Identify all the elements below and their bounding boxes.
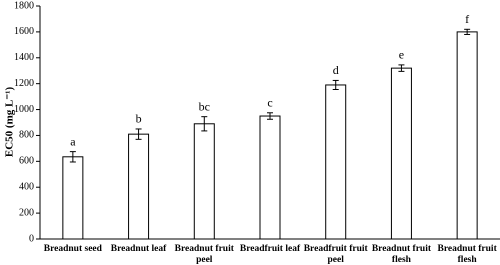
x-tick-label: Breadnut fruit peel [174,244,234,265]
bar [259,115,281,240]
x-tick-label: Breadnut fruit flesh [371,244,432,265]
y-tick-label: 1000 [14,104,34,115]
significance-label: a [70,134,76,148]
y-tick-label: 200 [19,207,34,218]
significance-label: e [399,48,404,62]
bar [456,31,478,240]
bar [325,84,347,240]
significance-label: f [465,12,469,26]
y-axis-label: EC50 (mg L⁻¹) [4,87,16,158]
y-tick-label: 600 [19,156,34,167]
y-tick-label: 800 [19,130,34,141]
x-tick-label: Breadfruit leaf [239,244,301,254]
y-tick-label: 400 [19,182,34,193]
y-tick-label: 1200 [14,78,34,89]
x-tick-label: Breadnut leaf [110,244,167,254]
x-tick-label: Breadnut seed [43,244,102,254]
x-tick-label: Breadfruit fruit peel [303,244,368,265]
x-tick-label: Breadnut fruit flesh [437,244,497,265]
significance-label: b [136,112,142,126]
significance-label: d [333,63,339,77]
bar [390,67,412,240]
significance-label: bc [199,99,210,113]
y-tick-label: 1600 [14,26,34,37]
bar [128,133,150,240]
y-tick-label: 1400 [14,52,34,63]
significance-label: c [267,96,272,110]
y-tick-label: 1800 [14,0,34,11]
y-tick-label: 0 [29,233,34,244]
bar [62,156,84,240]
bar [193,123,215,240]
